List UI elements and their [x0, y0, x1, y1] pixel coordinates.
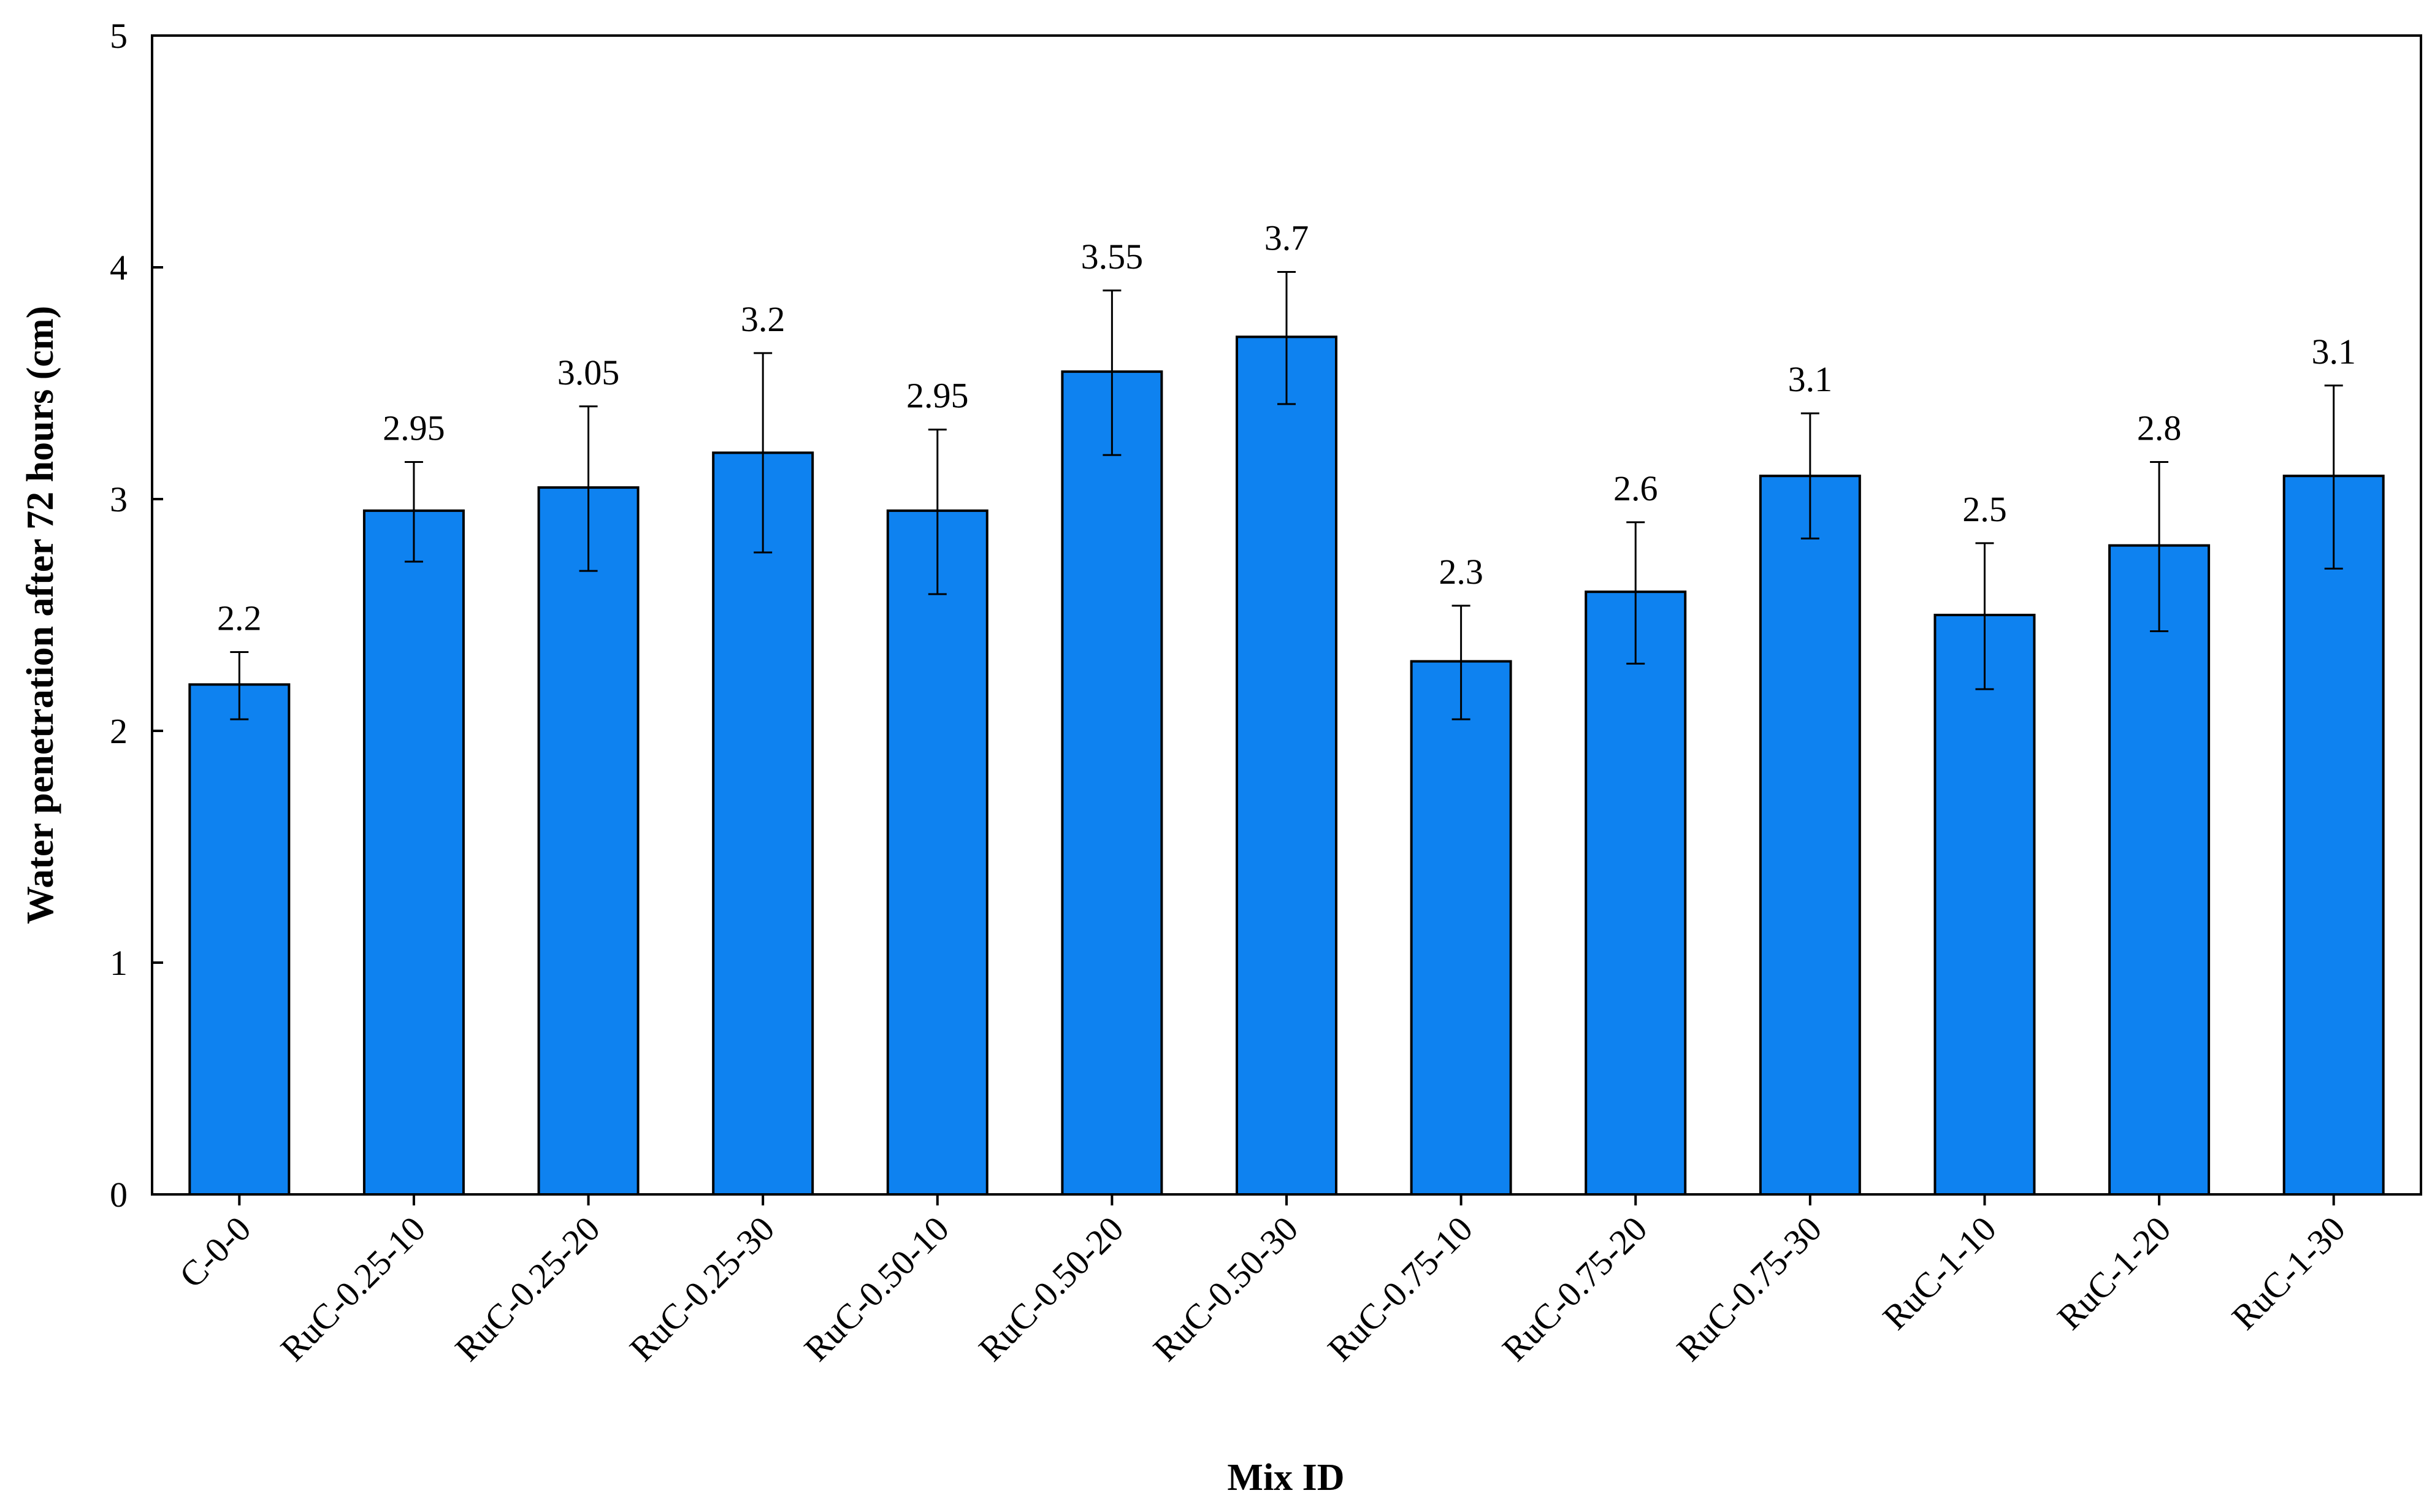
data-label: 3.2 [741, 299, 786, 339]
x-axis-title: Mix ID [1227, 1457, 1344, 1499]
data-label: 2.6 [1613, 468, 1658, 508]
bar [1933, 614, 2036, 1196]
data-label: 2.2 [217, 598, 262, 638]
x-tick-label: RuC-0.25-10 [273, 1208, 433, 1369]
error-bars-group [230, 271, 2343, 720]
bar [2108, 544, 2211, 1196]
data-label: 2.5 [1962, 489, 2007, 529]
y-axis-title: Water penetration after 72 hours (cm) [20, 306, 61, 924]
data-label: 3.05 [557, 353, 620, 392]
bar [1061, 370, 1163, 1196]
error-bar [1277, 271, 1296, 405]
x-tick-label: C-0-0 [172, 1208, 259, 1296]
y-tick-label: 0 [110, 1175, 128, 1215]
x-tick-label: RuC-0.50-10 [797, 1208, 957, 1369]
data-label: 3.55 [1081, 237, 1144, 277]
error-bar [754, 352, 773, 554]
y-tick-label: 3 [110, 479, 128, 519]
error-bar [579, 405, 598, 572]
error-bar [1975, 542, 1994, 690]
y-axis: 0 1 2 3 4 5 [110, 16, 163, 1215]
bar [188, 683, 291, 1196]
error-bar [928, 429, 947, 595]
bar [362, 509, 465, 1196]
x-tick-label: RuC-1-10 [1875, 1208, 2004, 1337]
data-label: 2.95 [383, 408, 445, 448]
y-tick-label: 1 [110, 943, 128, 983]
data-label: 2.8 [2137, 408, 2182, 448]
bars-group [188, 335, 2385, 1196]
data-label: 2.95 [906, 376, 969, 416]
error-bar [2324, 384, 2343, 570]
x-tick-label: RuC-0.75-30 [1669, 1208, 1829, 1369]
bar [537, 486, 640, 1196]
bar [712, 451, 814, 1196]
bar [886, 509, 988, 1196]
data-label: 3.1 [2311, 332, 2356, 372]
x-tick-label: RuC-0.25-20 [447, 1208, 607, 1369]
error-bar [1626, 521, 1645, 665]
x-tick-label: RuC-0.50-20 [971, 1208, 1131, 1369]
data-label: 3.7 [1264, 218, 1309, 258]
bar [1236, 335, 1337, 1196]
error-bar [230, 651, 249, 720]
x-tick-label: RuC-0.25-30 [622, 1208, 782, 1369]
data-label: 3.1 [1788, 359, 1833, 399]
x-tick-label: RuC-1-30 [2224, 1208, 2353, 1337]
bar [1410, 660, 1512, 1196]
data-labels-group: 2.2 2.95 3.05 3.2 2.95 3.55 3.7 2.3 2.6 3.1 2.5 2.8… [217, 218, 2356, 638]
y-tick-label: 4 [110, 248, 128, 288]
error-bar [404, 461, 423, 563]
x-tick-label: RuC-0.50-30 [1145, 1208, 1306, 1369]
y-tick-label: 5 [110, 16, 128, 56]
error-bar [1451, 605, 1470, 720]
data-label: 2.3 [1439, 552, 1483, 592]
x-tick-label: RuC-0.75-20 [1494, 1208, 1654, 1369]
x-tick-label: RuC-0.75-10 [1320, 1208, 1480, 1369]
error-bar [1103, 289, 1122, 456]
error-bar [2150, 461, 2169, 632]
y-tick-label: 2 [110, 711, 128, 751]
bar [1759, 475, 1861, 1196]
x-axis: C-0-0 RuC-0.25-10 RuC-0.25-20 RuC-0.25-30 Ru… [172, 1194, 2353, 1369]
bar [1585, 590, 1687, 1196]
error-bar [1800, 412, 1819, 540]
x-tick-label: RuC-1-20 [2049, 1208, 2178, 1337]
bar [2282, 475, 2385, 1196]
